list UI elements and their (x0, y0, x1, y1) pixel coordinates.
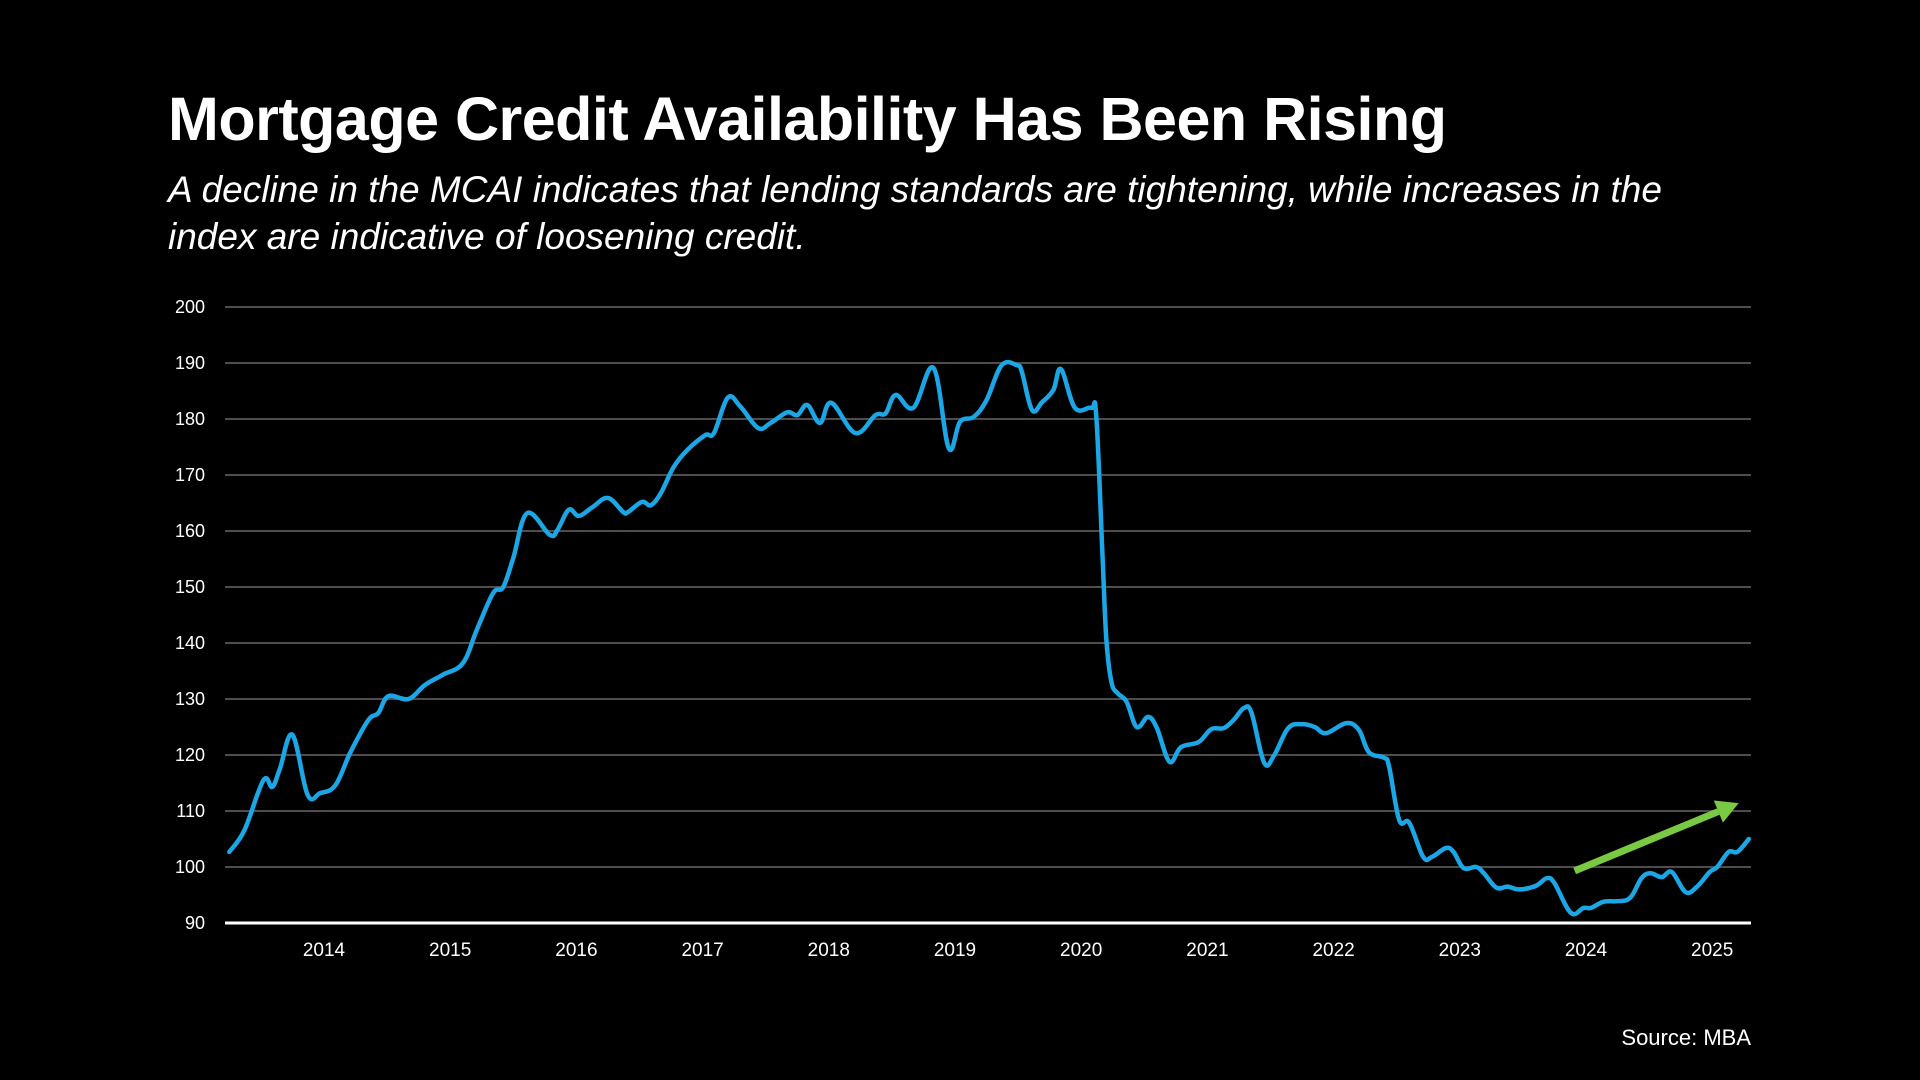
y-tick-label: 190 (175, 353, 205, 373)
y-tick-label: 130 (175, 689, 205, 709)
series-layer (227, 359, 1752, 917)
x-axis-ticks: 2014 2015 2016 2017 2018 2019 2020 2021 2022 2023… (303, 940, 1733, 961)
y-tick-label: 160 (175, 521, 205, 541)
x-tick-label: 2023 (1439, 940, 1481, 961)
x-tick-label: 2014 (303, 940, 346, 961)
trend-arrow-shaft (1573, 808, 1720, 875)
y-tick-label: 90 (185, 913, 205, 933)
gridlines (225, 306, 1751, 868)
chart-subtitle: A decline in the MCAI indicates that len… (168, 169, 1662, 257)
y-tick-label: 120 (175, 745, 205, 765)
source-note: Source: MBA (1621, 1025, 1751, 1050)
y-tick-label: 110 (176, 801, 205, 821)
x-tick-label: 2017 (681, 940, 723, 961)
x-tick-label: 2021 (1186, 940, 1228, 961)
y-tick-label: 150 (175, 577, 205, 597)
x-tick-label: 2024 (1565, 940, 1608, 961)
annotation-layer (1573, 800, 1739, 875)
y-tick-label: 140 (175, 633, 205, 653)
y-tick-label: 100 (175, 857, 205, 877)
y-tick-label: 200 (175, 297, 205, 317)
x-tick-label: 2020 (1060, 940, 1102, 961)
x-tick-label: 2015 (429, 940, 471, 961)
y-axis-ticks: 90 100 110 120 130 140 150 160 170 180 190 200 (175, 297, 205, 933)
x-tick-label: 2025 (1691, 940, 1733, 961)
x-tick-label: 2019 (934, 940, 976, 961)
y-tick-label: 170 (175, 465, 205, 485)
chart-title: Mortgage Credit Availability Has Been Ri… (168, 85, 1447, 153)
x-tick-label: 2018 (808, 940, 850, 961)
y-tick-label: 180 (175, 409, 205, 429)
series-line-mcai (227, 359, 1752, 917)
x-tick-label: 2016 (555, 940, 597, 961)
trend-arrow-head-icon (1713, 800, 1739, 823)
x-tick-label: 2022 (1312, 940, 1354, 961)
